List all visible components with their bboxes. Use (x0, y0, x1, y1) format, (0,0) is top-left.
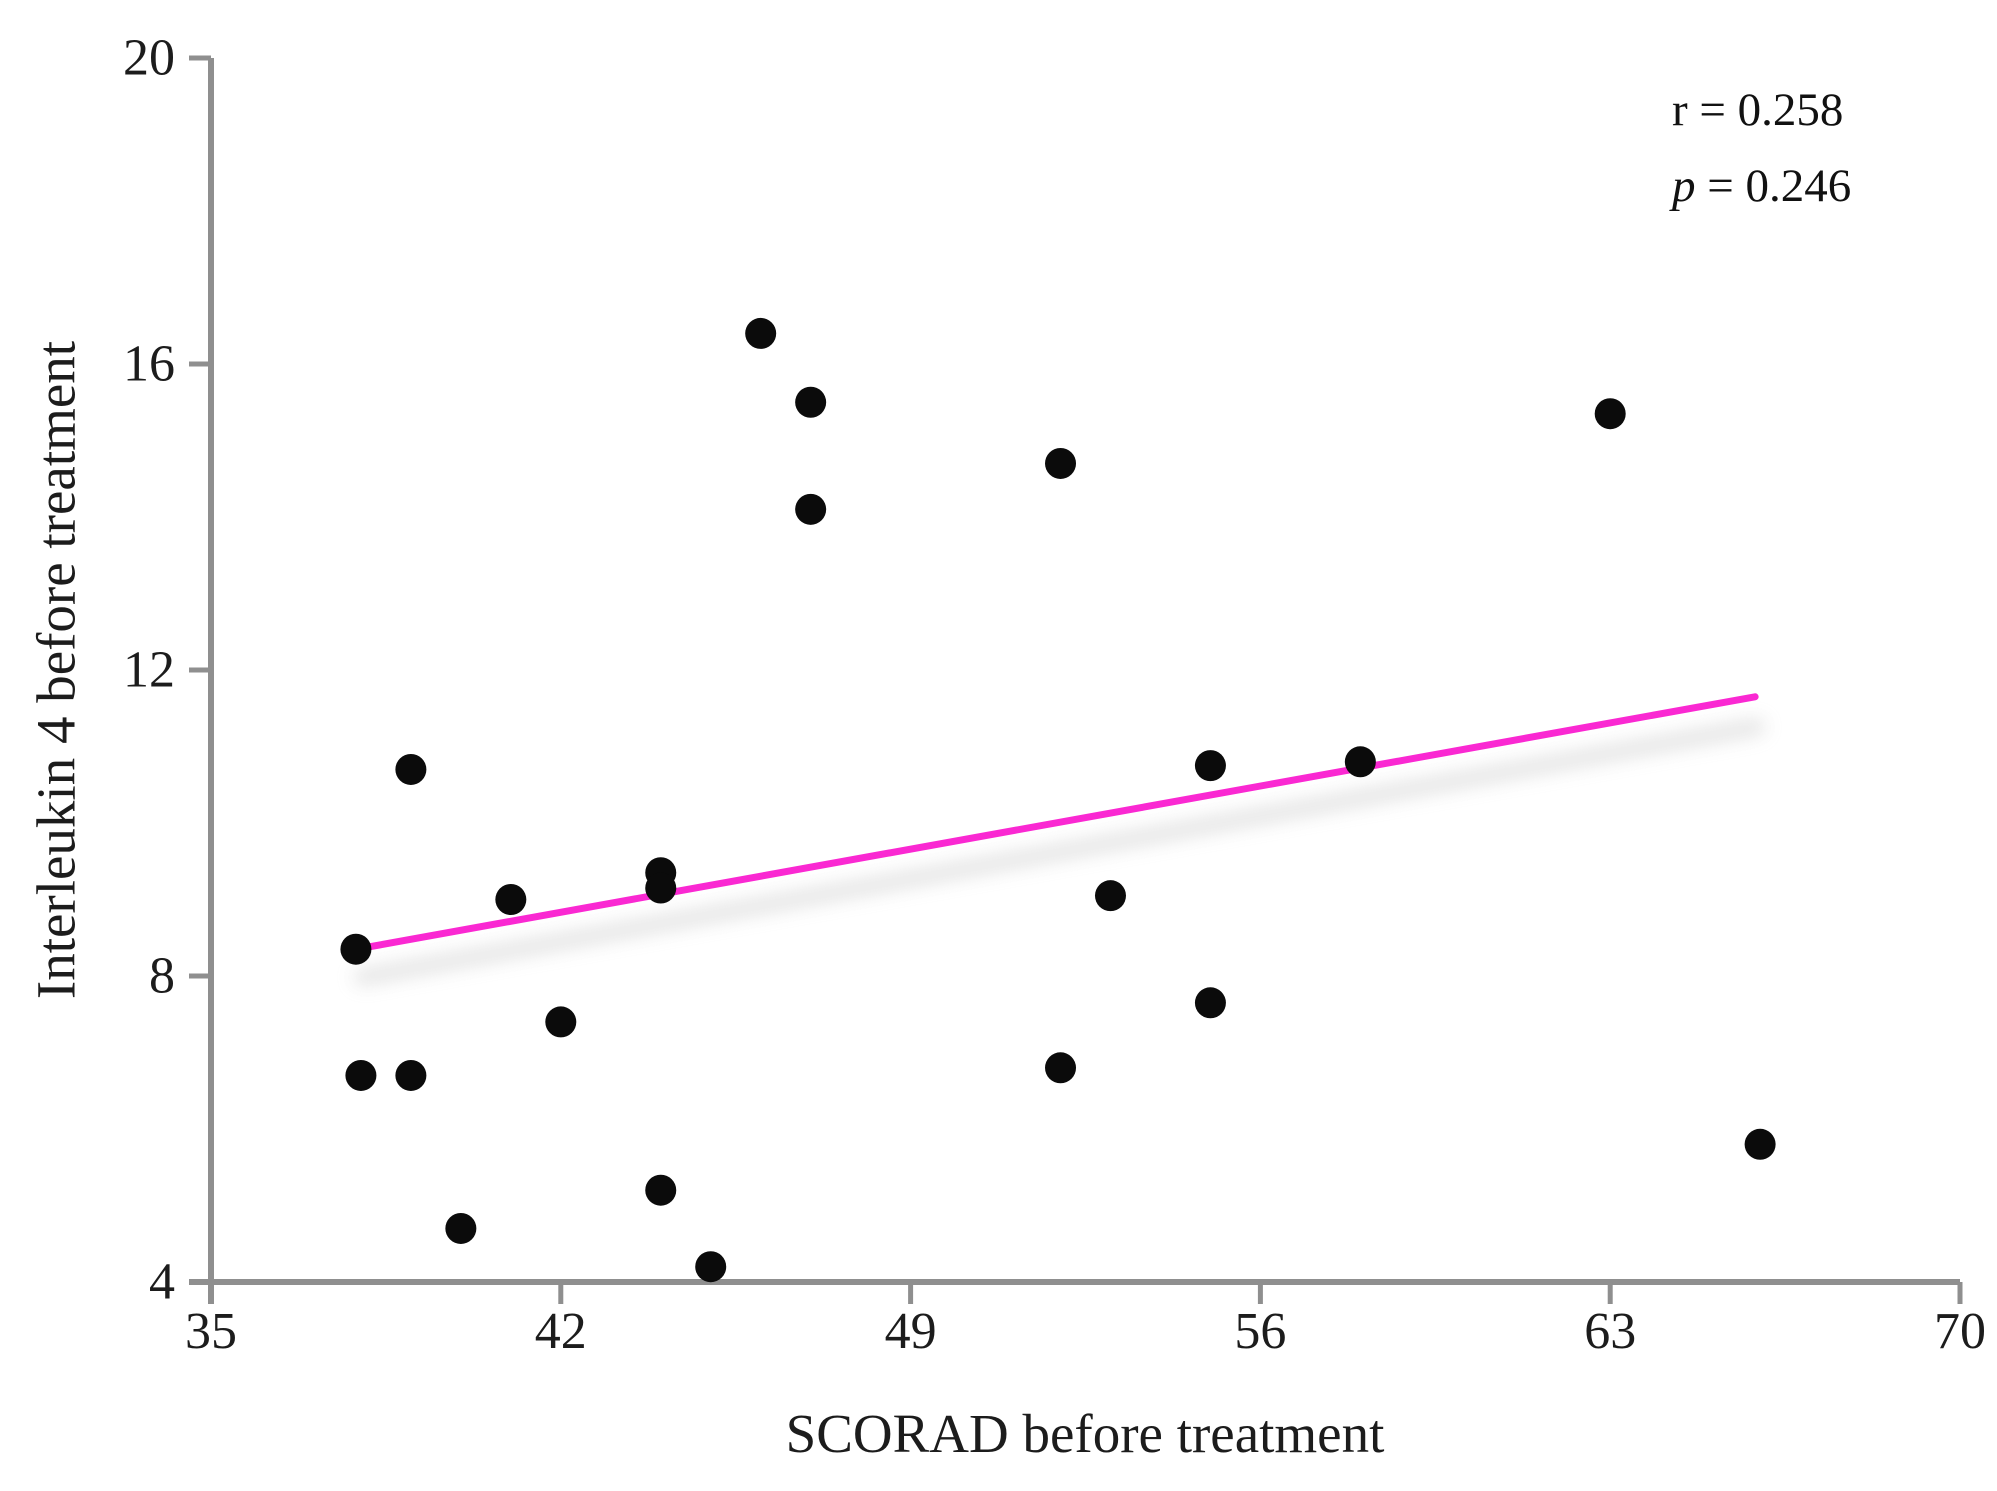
data-point (545, 1006, 577, 1038)
data-point (1194, 750, 1226, 782)
x-axis-title: SCORAD before treatment (785, 1403, 1385, 1464)
data-point (395, 753, 427, 785)
p-label: p (1672, 160, 1696, 212)
data-point (445, 1212, 477, 1244)
data-point (1194, 987, 1226, 1019)
x-tick-label: 63 (1584, 1303, 1637, 1360)
p-value-line: p = 0.246 (1672, 148, 1851, 224)
data-point (1344, 746, 1376, 778)
data-point (795, 493, 827, 525)
x-tick-label: 56 (1234, 1303, 1287, 1360)
x-tick-label: 70 (1934, 1303, 1986, 1360)
x-tick-label: 49 (884, 1303, 937, 1360)
x-tick-label: 42 (534, 1303, 587, 1360)
data-point (645, 1174, 677, 1206)
r-equals: = (1687, 84, 1738, 136)
stats-annotation: r = 0.258 p = 0.246 (1672, 72, 1851, 224)
r-label: r (1672, 84, 1688, 136)
data-point (495, 884, 527, 915)
data-point (1045, 447, 1077, 479)
data-point (745, 317, 777, 349)
data-point (695, 1251, 727, 1283)
trend-line (352, 693, 1759, 953)
r-number: 0.258 (1737, 84, 1844, 136)
data-point (1045, 1052, 1077, 1084)
p-equals: = (1695, 160, 1746, 212)
y-tick-label: 8 (149, 947, 175, 1005)
data-point (795, 386, 827, 418)
y-tick-label: 12 (123, 641, 175, 699)
data-point (645, 872, 677, 904)
y-axis-title: Interleukin 4 before treatment (25, 340, 87, 1000)
data-point (1594, 398, 1626, 430)
r-value-line: r = 0.258 (1672, 72, 1851, 148)
data-point (1094, 880, 1126, 912)
y-tick-label: 4 (149, 1253, 175, 1311)
data-point (345, 1059, 377, 1091)
y-tick-label: 20 (123, 29, 175, 87)
p-number: 0.246 (1745, 160, 1852, 212)
data-point (395, 1059, 427, 1091)
y-tick-label: 16 (123, 335, 175, 393)
data-point (340, 933, 372, 965)
data-point (1744, 1128, 1776, 1160)
x-tick-label: 35 (185, 1303, 237, 1360)
trend-line-shadow (353, 718, 1766, 986)
